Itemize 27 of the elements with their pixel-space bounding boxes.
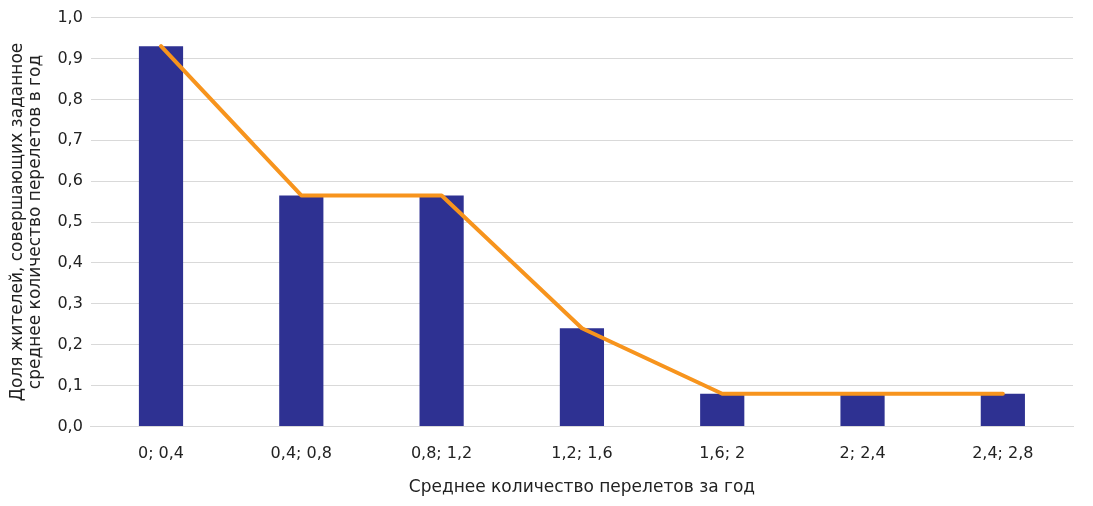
y-tick-label: 0,2 <box>57 333 83 353</box>
x-axis-title: Среднее количество перелетов за год <box>408 476 756 497</box>
bar <box>559 328 605 426</box>
y-tick-label: 0,8 <box>57 88 83 108</box>
y-tick-label: 0,6 <box>57 170 83 190</box>
x-tick-label: 0,4; 0,8 <box>270 443 332 463</box>
y-tick-label: 0,9 <box>57 47 83 67</box>
x-tick-label: 2,4; 2,8 <box>972 443 1034 463</box>
y-tick-label: 0,1 <box>57 374 83 394</box>
y-tick-label: 0,3 <box>57 292 83 312</box>
bar <box>419 195 464 426</box>
x-tick-label: 1,6; 2 <box>699 443 746 463</box>
bar <box>279 195 324 426</box>
bar <box>138 46 184 426</box>
y-tick-label: 1,0 <box>57 6 83 26</box>
bar <box>700 393 745 426</box>
x-tick-label: 2; 2,4 <box>839 443 886 463</box>
x-tick-label: 1,2; 1,6 <box>551 443 613 463</box>
y-tick-label: 0,0 <box>57 415 83 435</box>
y-tick-label: 0,5 <box>57 211 83 231</box>
bar <box>980 393 1025 426</box>
y-tick-label: 0,4 <box>57 252 83 272</box>
y-tick-label: 0,7 <box>57 129 83 149</box>
x-tick-label: 0,8; 1,2 <box>410 443 473 463</box>
y-axis-title: Доля жителей, совершающих заданное среднее количество перелетов в год <box>5 42 45 402</box>
bar <box>840 393 885 426</box>
x-tick-label: 0; 0,4 <box>137 443 185 463</box>
